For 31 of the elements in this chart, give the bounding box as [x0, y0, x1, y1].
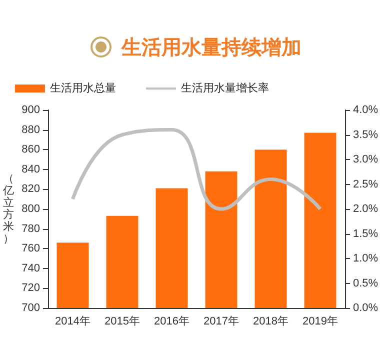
y2-tick-label: 3.5%	[353, 128, 378, 141]
x-tick-label: 2016年	[154, 316, 190, 328]
y-tick-label: 820	[22, 183, 40, 196]
x-tick-label: 2014年	[55, 316, 90, 328]
line-series	[71, 128, 322, 211]
y2-tick-label: 3.0%	[353, 154, 378, 166]
y2-tick-label: 1.5%	[353, 228, 378, 240]
y-tick-label: 900	[22, 104, 40, 116]
x-tick-label: 2018年	[253, 316, 288, 328]
y2-tick-label: 1.0%	[353, 252, 378, 264]
legend-label: 生活用水量增长率	[181, 82, 269, 94]
x-tick-label: 2017年	[204, 316, 239, 328]
y-tick-label: 800	[22, 203, 40, 215]
y-tick-label: 880	[22, 124, 40, 136]
y-tick-label: 700	[22, 302, 40, 314]
y-tick-label: 720	[22, 282, 40, 294]
x-tick-label: 2015年	[104, 316, 140, 328]
y2-tick-label: 4.0%	[353, 104, 378, 116]
x-tick-label: 2019年	[302, 316, 338, 328]
y-tick-label: 760	[22, 242, 40, 255]
legend-label: 生活用水总量	[50, 82, 116, 94]
y2-tick-label: 0.0%	[353, 302, 378, 314]
y-tick-label: 780	[22, 222, 40, 235]
y2-tick-label: 0.5%	[353, 277, 378, 290]
chart-title: 生活用水量持续增加	[122, 34, 302, 60]
y-tick-label: 840	[22, 163, 40, 176]
y2-tick-label: 2.0%	[353, 203, 378, 215]
y-tick-label: 860	[22, 144, 40, 156]
y2-tick-label: 2.5%	[353, 178, 378, 190]
y-axis-title: （亿立方米）	[2, 173, 14, 245]
y-tick-label: 740	[22, 262, 40, 274]
